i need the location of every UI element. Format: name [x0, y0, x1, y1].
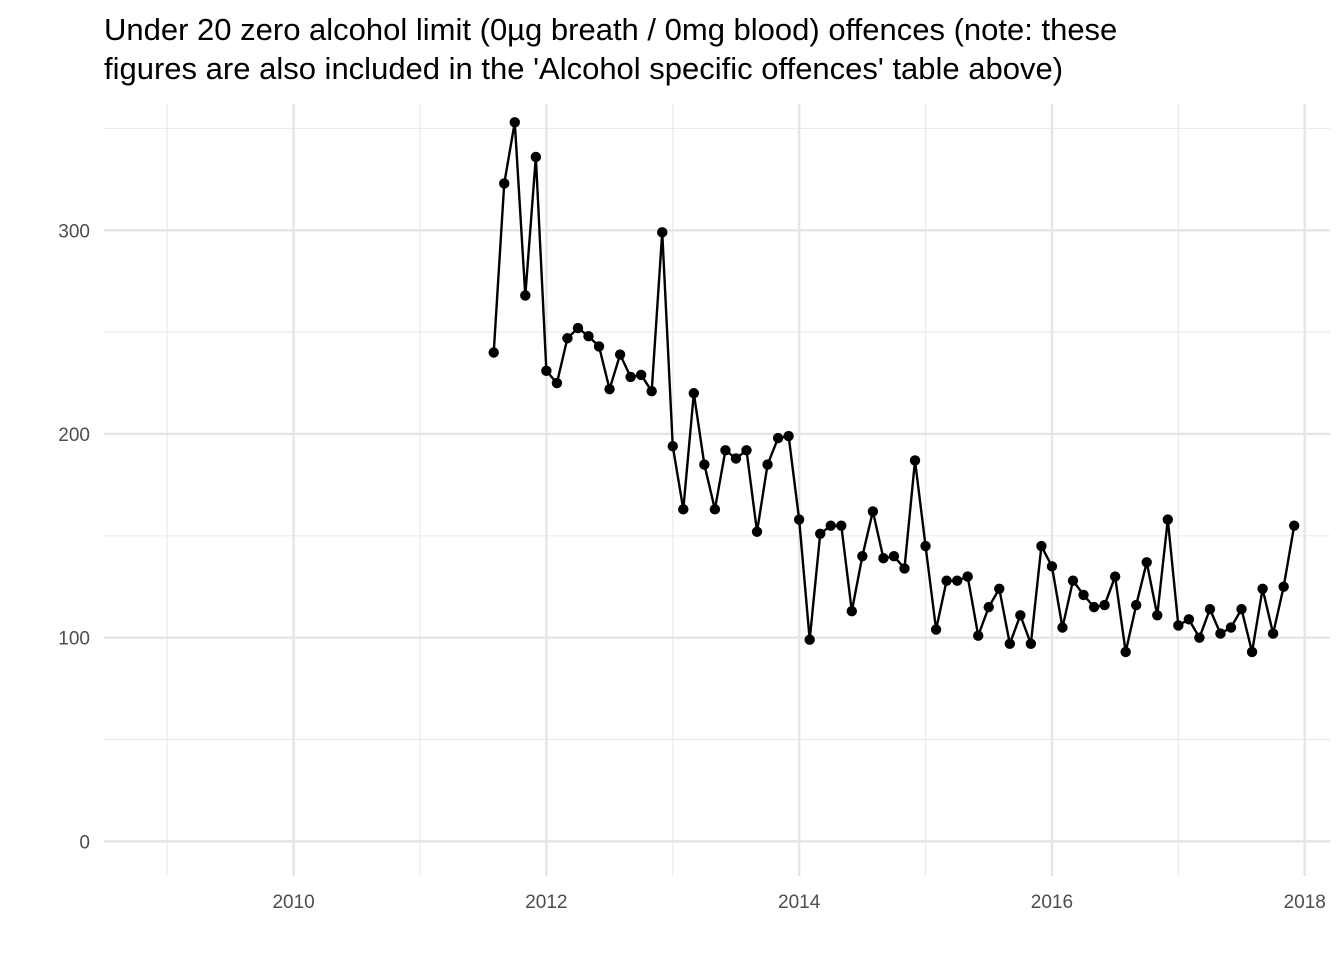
data-point — [646, 386, 657, 397]
data-point — [1257, 583, 1268, 594]
y-tick-label: 100 — [58, 629, 90, 650]
data-point — [1120, 646, 1131, 658]
data-point — [1067, 575, 1079, 586]
data-point — [751, 526, 763, 537]
minor-gridlines — [104, 104, 1330, 876]
data-point — [1152, 610, 1163, 621]
major-gridlines — [104, 104, 1330, 876]
data-point — [614, 349, 626, 360]
data-point — [541, 365, 552, 377]
data-point — [657, 227, 668, 238]
data-point — [1046, 561, 1058, 572]
data-point — [1225, 622, 1237, 633]
data-point — [762, 459, 773, 470]
data-point — [1183, 614, 1195, 625]
data-series — [488, 117, 1300, 658]
data-point — [583, 331, 594, 342]
data-point — [951, 575, 963, 586]
data-point — [530, 151, 542, 163]
y-axis-tick-labels: 0 100 200 300 — [58, 221, 90, 853]
data-point — [1267, 628, 1279, 639]
data-point — [825, 520, 836, 531]
data-point — [1088, 601, 1100, 613]
data-point — [709, 504, 721, 515]
data-point — [1078, 589, 1089, 601]
data-point — [804, 634, 815, 645]
data-point — [699, 459, 710, 470]
y-tick-label: 0 — [79, 832, 90, 853]
data-point — [857, 551, 868, 562]
data-point — [994, 583, 1005, 594]
data-point — [878, 553, 889, 564]
data-point — [1004, 638, 1016, 649]
data-point — [625, 371, 636, 383]
data-point — [836, 520, 847, 531]
data-point — [867, 506, 879, 517]
data-point — [983, 601, 994, 613]
data-point — [1141, 557, 1152, 568]
data-point — [1236, 603, 1247, 615]
data-point — [772, 432, 784, 444]
data-point — [572, 322, 584, 334]
data-point — [1036, 540, 1047, 552]
data-point — [551, 377, 563, 389]
data-point — [520, 290, 531, 301]
data-point — [962, 571, 973, 582]
data-point — [909, 455, 921, 466]
data-point — [562, 333, 573, 344]
data-point — [920, 540, 931, 552]
data-point — [720, 445, 731, 456]
data-point — [783, 430, 794, 442]
data-point — [509, 117, 520, 128]
data-point — [488, 347, 499, 358]
data-point — [1204, 603, 1216, 615]
data-point — [1015, 610, 1026, 621]
data-point — [1162, 514, 1173, 525]
data-point — [973, 630, 984, 641]
x-tick-label: 2014 — [778, 892, 821, 913]
data-point — [1130, 599, 1142, 611]
data-point — [793, 514, 805, 525]
x-axis-tick-labels: 2010 2012 2014 2016 2018 — [272, 892, 1325, 913]
y-tick-label: 200 — [58, 425, 90, 446]
data-point — [741, 445, 752, 456]
data-point — [815, 528, 826, 539]
data-point — [678, 504, 689, 515]
x-tick-label: 2016 — [1031, 892, 1073, 913]
data-point — [846, 605, 858, 617]
data-point — [730, 453, 742, 464]
y-tick-label: 300 — [58, 221, 90, 242]
data-point — [1246, 646, 1258, 658]
data-point — [1278, 581, 1289, 592]
data-point — [1194, 632, 1205, 643]
data-point — [1109, 571, 1121, 582]
data-point — [1057, 622, 1068, 633]
data-point — [1099, 599, 1110, 611]
data-point — [1288, 520, 1300, 531]
x-tick-label: 2010 — [272, 892, 314, 913]
data-point — [667, 441, 678, 452]
data-point — [1173, 620, 1184, 631]
data-point — [1025, 638, 1037, 649]
data-point — [888, 551, 900, 562]
x-tick-label: 2018 — [1284, 892, 1326, 913]
data-point — [604, 383, 615, 395]
x-tick-label: 2012 — [525, 892, 567, 913]
data-point — [941, 575, 952, 586]
data-point — [499, 178, 510, 189]
data-point — [930, 624, 942, 635]
data-point — [899, 563, 910, 574]
data-point — [593, 341, 605, 352]
chart-title-line-2: figures are also included in the 'Alcoho… — [104, 51, 1064, 86]
data-point — [688, 388, 700, 399]
data-point — [1215, 628, 1226, 639]
chart-title: Under 20 zero alcohol limit (0µg breath … — [104, 10, 1324, 88]
data-point — [635, 369, 647, 381]
chart-title-line-1: Under 20 zero alcohol limit (0µg breath … — [104, 12, 1118, 47]
